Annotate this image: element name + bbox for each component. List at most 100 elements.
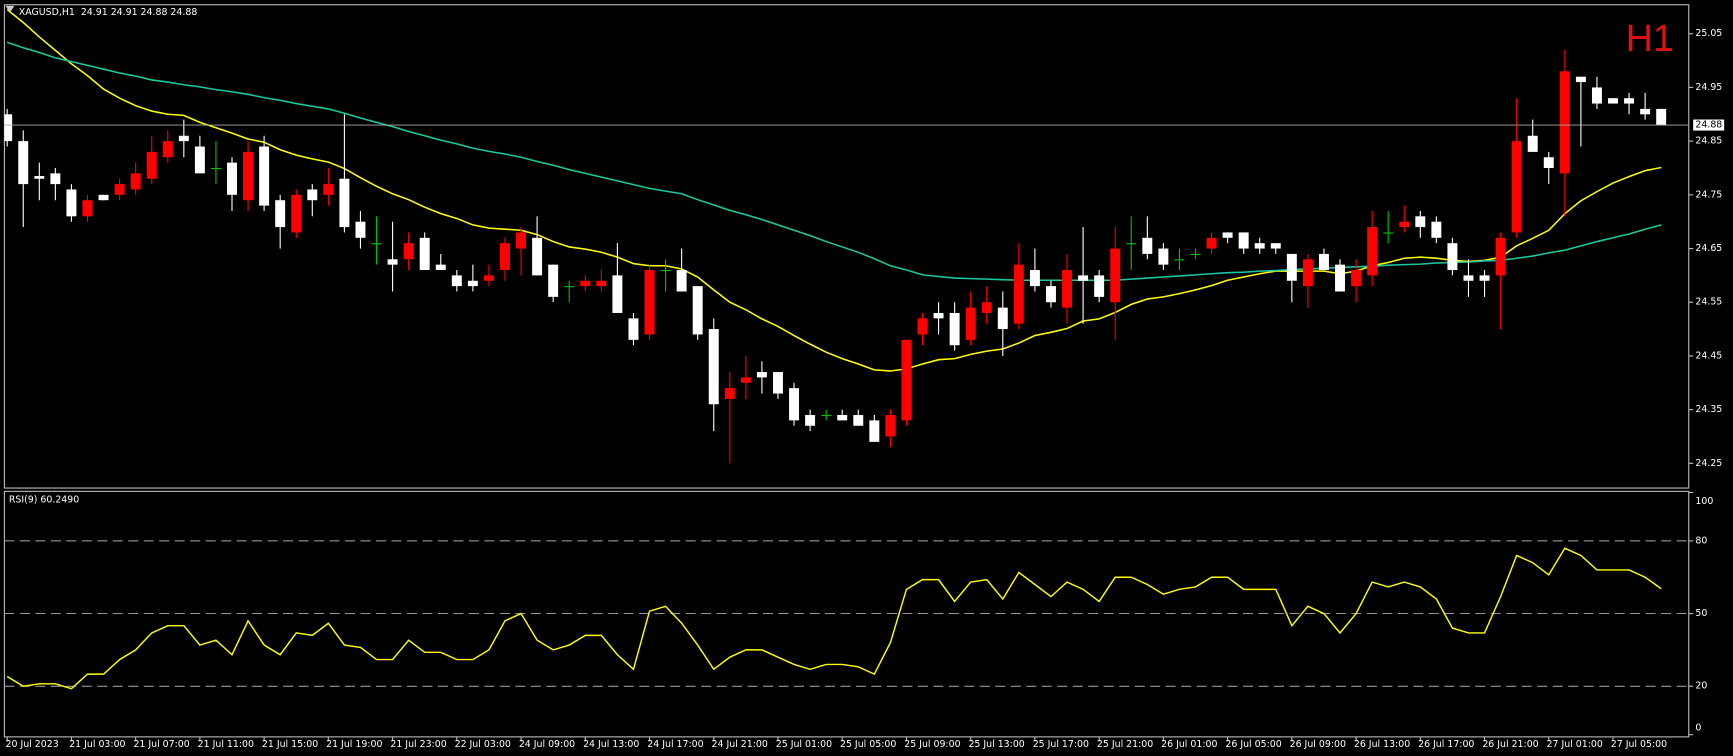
candle-body bbox=[387, 259, 398, 265]
x-tick-label: 22 Jul 03:00 bbox=[455, 739, 511, 750]
y-tick-label: 24.25 bbox=[1695, 458, 1722, 469]
candle-body bbox=[1399, 221, 1410, 228]
candle-body bbox=[1351, 270, 1362, 287]
candle-body bbox=[885, 415, 896, 437]
candle-body bbox=[291, 194, 302, 233]
candle-body bbox=[869, 420, 880, 442]
candle-body bbox=[339, 178, 350, 228]
timeframe-label: H1 bbox=[1626, 17, 1674, 59]
candle-body bbox=[773, 372, 783, 394]
candle-body bbox=[1286, 253, 1297, 281]
chart-title: XAGUSD,H1 24.91 24.91 24.88 24.88 bbox=[19, 7, 198, 18]
x-tick-label: 25 Jul 13:00 bbox=[968, 739, 1024, 750]
candle-body bbox=[1335, 264, 1345, 292]
candle-body bbox=[997, 307, 1008, 330]
x-tick-label: 24 Jul 21:00 bbox=[712, 739, 768, 750]
x-tick-label: 25 Jul 21:00 bbox=[1097, 739, 1153, 750]
candle-body bbox=[1110, 248, 1121, 303]
candle-body bbox=[435, 264, 446, 271]
candle-body bbox=[1318, 253, 1329, 271]
candle-body bbox=[1158, 248, 1169, 265]
x-tick-label: 27 Jul 01:00 bbox=[1547, 739, 1603, 750]
last-price-label: 24.88 bbox=[1695, 120, 1722, 131]
symbol-marker bbox=[5, 5, 15, 13]
candle-body bbox=[1559, 71, 1570, 174]
y-tick-label: 24.95 bbox=[1695, 82, 1722, 93]
candle-body bbox=[660, 270, 671, 272]
x-tick-label: 25 Jul 17:00 bbox=[1033, 739, 1089, 750]
candle-body bbox=[451, 275, 462, 287]
candle-body bbox=[1190, 253, 1201, 256]
candle-body bbox=[933, 312, 944, 319]
y-tick-label: 20 bbox=[1695, 681, 1707, 692]
main-plot bbox=[4, 8, 1667, 464]
candle-body bbox=[1174, 259, 1185, 261]
candle-body bbox=[1238, 232, 1249, 249]
candle-body bbox=[756, 372, 767, 378]
x-tick-label: 25 Jul 09:00 bbox=[904, 739, 960, 750]
x-tick-label: 20 Jul 2023 bbox=[6, 739, 59, 750]
candle-body bbox=[1431, 221, 1442, 238]
y-tick-label: 50 bbox=[1695, 608, 1707, 619]
candle-body bbox=[628, 318, 639, 340]
candle-body bbox=[467, 280, 478, 287]
candle-body bbox=[1206, 237, 1217, 249]
candle-body bbox=[82, 200, 93, 217]
candle-body bbox=[18, 141, 29, 185]
candle-body bbox=[500, 243, 510, 271]
candle-body bbox=[644, 270, 655, 335]
candle-body bbox=[307, 189, 318, 201]
candle-body bbox=[403, 243, 414, 260]
candle-body bbox=[1383, 232, 1394, 234]
candle-body bbox=[612, 275, 623, 313]
candle-body bbox=[1094, 275, 1105, 297]
x-tick-label: 21 Jul 23:00 bbox=[390, 739, 446, 750]
candle-body bbox=[130, 173, 141, 190]
last-price-box bbox=[1693, 119, 1725, 131]
y-tick-label: 24.85 bbox=[1695, 136, 1722, 147]
candle-body bbox=[516, 232, 527, 249]
candle-body bbox=[692, 286, 703, 335]
candle-body bbox=[532, 237, 543, 276]
candle-body bbox=[114, 184, 125, 195]
candle-body bbox=[66, 189, 77, 217]
candle-body bbox=[917, 318, 928, 335]
moving-average-line bbox=[6, 41, 1662, 281]
candle-body bbox=[1062, 270, 1073, 308]
candle-body bbox=[4, 114, 13, 142]
candle-body bbox=[548, 264, 559, 297]
rsi-plot bbox=[4, 540, 1689, 690]
candle-body bbox=[1624, 98, 1635, 104]
x-tick-label: 26 Jul 05:00 bbox=[1225, 739, 1281, 750]
moving-average-line bbox=[6, 8, 1662, 372]
candle-body bbox=[1302, 259, 1313, 287]
candle-body bbox=[1656, 108, 1667, 126]
candle-body bbox=[1447, 243, 1458, 271]
y-tick-label: 25.05 bbox=[1695, 28, 1722, 39]
candle-body bbox=[853, 415, 864, 426]
candle-body bbox=[596, 280, 607, 287]
candle-body bbox=[1045, 286, 1056, 303]
rsi-title: RSI(9) 60.2490 bbox=[9, 495, 79, 506]
candle-body bbox=[50, 173, 61, 185]
candle-body bbox=[740, 377, 751, 383]
candle-body bbox=[1367, 227, 1378, 276]
x-tick-label: 25 Jul 01:00 bbox=[776, 739, 832, 750]
x-tick-label: 21 Jul 15:00 bbox=[262, 739, 318, 750]
candle-body bbox=[1222, 232, 1233, 238]
candle-body bbox=[194, 146, 205, 174]
x-tick-label: 21 Jul 11:00 bbox=[198, 739, 254, 750]
candle-body bbox=[949, 312, 960, 346]
candle-body bbox=[676, 270, 687, 292]
y-tick-label: 24.35 bbox=[1695, 404, 1722, 415]
candle-body bbox=[146, 151, 157, 179]
x-tick-label: 21 Jul 03:00 bbox=[69, 739, 125, 750]
candle-body bbox=[98, 194, 109, 201]
candle-body bbox=[965, 307, 976, 340]
y-tick-label: 24.45 bbox=[1695, 350, 1722, 361]
candle-body bbox=[162, 141, 173, 158]
y-tick-label: 24.55 bbox=[1695, 297, 1722, 308]
x-tick-label: 26 Jul 13:00 bbox=[1354, 739, 1410, 750]
candle-body bbox=[981, 302, 992, 313]
y-tick-label: 100 bbox=[1695, 496, 1713, 507]
